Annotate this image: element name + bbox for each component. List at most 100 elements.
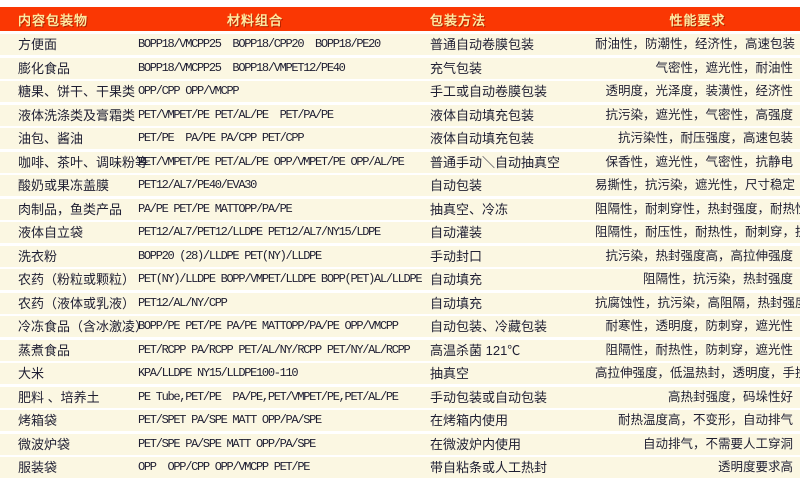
table-row: 微波炉袋 PET/SPE PA/SPE MATT OPP/PA/SPE 在微波炉内使… xyxy=(0,433,800,455)
table-row: 液体洗涤类及膏霜类 PET/VMPET/PE PET/AL/PE PET/PA/P… xyxy=(0,104,800,126)
cell-item: 液体自立袋 xyxy=(18,225,84,240)
cell-method: 液体自动填充包装 xyxy=(430,107,535,123)
cell-method: 自动填充 xyxy=(430,295,483,311)
cell-requirements: 高热封强度，码垛性好 xyxy=(667,389,793,404)
cell-item: 微波炉袋 xyxy=(18,436,71,452)
cell-requirements: 耐寒性，透明度，防刺穿，遮光性 xyxy=(605,319,793,333)
cell-materials: PET12/AL7/PE40/EVA30 xyxy=(138,178,257,192)
cell-materials: OPP/CPP OPP/VMCPP xyxy=(138,84,240,98)
cell-materials: BOPP20 (28)/LLDPE PET(NY)/LLDPE xyxy=(138,248,322,263)
table-row: 膨化食品 BOPP18/VMCPP25 BOPP18/VMPET12/PE40 充气… xyxy=(0,57,800,79)
cell-requirements: 阻隔性，耐刺穿性，热封强度，耐热性 xyxy=(595,201,800,216)
cell-item: 蒸煮食品 xyxy=(18,342,71,358)
cell-method: 在烤箱内使用 xyxy=(430,413,509,428)
cell-requirements: 阻隔性，耐热性，防刺穿，遮光性 xyxy=(605,342,793,357)
table-row: 咖啡、茶叶、调味粉等 PET/VMPET/PE PET/AL/PE OPP/VMP… xyxy=(0,151,800,173)
cell-item: 农药（液体或乳液） xyxy=(18,295,136,311)
table-header-row: 内容包装物 材料组合 包装方法 性能要求 xyxy=(0,7,800,31)
cell-item: 服装袋 xyxy=(18,460,58,475)
cell-materials: PET/SPET PA/SPE MATT OPP/PA/SPE xyxy=(138,413,322,427)
column-header-requirements: 性能要求 xyxy=(669,12,726,28)
cell-method: 充气包装 xyxy=(430,60,483,76)
cell-materials: OPP OPP/CPP OPP/VMCPP PET/PE xyxy=(138,460,310,474)
table-row: 农药（粉粒或颗粒） PET(NY)/LLDPE BOPP/VMPET/LLDPE … xyxy=(0,269,800,290)
cell-method: 自动填充 xyxy=(430,272,483,287)
cell-materials: PET12/AL/NY/CPP xyxy=(138,295,228,310)
cell-requirements: 抗污染，遮光性，气密性，高强度 xyxy=(605,107,793,122)
cell-requirements: 耐热温度高，不变形，自动排气 xyxy=(617,413,793,427)
table-body: 方便面 BOPP18/VMCPP25 BOPP18/CPP20 BOPP18/PE… xyxy=(0,34,800,478)
cell-method: 手工或自动卷膜包装 xyxy=(430,84,548,99)
cell-requirements: 高拉伸强度，低温热封，透明度，手挽强度高 xyxy=(595,366,800,380)
cell-item: 洗衣粉 xyxy=(18,248,58,264)
cell-item: 酸奶或果冻盖膜 xyxy=(18,178,110,193)
table-row: 洗衣粉 BOPP20 (28)/LLDPE PET(NY)/LLDPE 手动封口 抗污… xyxy=(0,245,800,267)
cell-method: 自动包装、冷藏包装 xyxy=(430,319,548,334)
cell-method: 手动封口 xyxy=(430,248,483,264)
table-row: 烤箱袋 PET/SPET PA/SPE MATT OPP/PA/SPE 在烤箱内使用… xyxy=(0,410,800,431)
cell-item: 糖果、饼干、干果类 xyxy=(18,84,136,99)
cell-materials: PE Tube,PET/PE PA/PE,PET/VMPET/PE,PET/AL… xyxy=(138,389,399,404)
cell-item: 农药（粉粒或颗粒） xyxy=(18,272,136,287)
cell-requirements: 保香性，遮光性，气密性，抗静电 xyxy=(605,154,793,169)
cell-materials: PA/PE PET/PE MATTOPP/PA/PE xyxy=(138,201,293,216)
table-row: 油包、酱油 PET/PE PA/PE PA/CPP PET/CPP 液体自动填充包装… xyxy=(0,128,800,149)
cell-item: 膨化食品 xyxy=(18,60,71,76)
cell-item: 肥料 、培养土 xyxy=(18,389,100,405)
cell-requirements: 透明度，光泽度，装潢性，经济性 xyxy=(605,84,793,98)
cell-requirements: 气密性，遮光性，耐油性 xyxy=(655,60,793,75)
cell-requirements: 易撕性，抗污染，遮光性，尺寸稳定 xyxy=(595,178,796,192)
cell-requirements: 抗污染性，耐压强度，高速包装 xyxy=(617,131,793,145)
table-row: 肥料 、培养土 PE Tube,PET/PE PA/PE,PET/VMPET/PE… xyxy=(0,386,800,408)
cell-method: 自动灌装 xyxy=(430,225,483,240)
table-row: 肉制品，鱼类产品 PA/PE PET/PE MATTOPP/PA/PE 抽真空、冷冻… xyxy=(0,198,800,220)
cell-method: 普通自动卷膜包装 xyxy=(430,37,535,52)
cell-method: 带自粘条或人工热封 xyxy=(430,460,548,475)
cell-materials: PET/SPE PA/SPE MATT OPP/PA/SPE xyxy=(138,436,316,451)
cell-materials: PET(NY)/LLDPE BOPP/VMPET/LLDPE BOPP(PET)… xyxy=(138,272,423,286)
cell-method: 高温杀菌 121℃ xyxy=(430,342,521,358)
cell-item: 方便面 xyxy=(18,37,58,52)
packaging-materials-table: 内容包装物 材料组合 包装方法 性能要求 方便面 BOPP18/VMCPP25 BOPP… xyxy=(0,7,800,478)
cell-item: 冷冻食品（含冰激凌） xyxy=(18,319,149,334)
cell-requirements: 抗污染，热封强度高，高拉伸强度 xyxy=(605,248,793,263)
cell-method: 自动包装 xyxy=(430,178,483,193)
cell-requirements: 抗腐蚀性，抗污染，高阻隔，热封强度 xyxy=(595,295,800,310)
cell-item: 液体洗涤类及膏霜类 xyxy=(18,107,136,123)
table-row: 服装袋 OPP OPP/CPP OPP/VMCPP PET/PE 带自粘条或人工热封… xyxy=(0,457,800,478)
cell-method: 普通手动＼自动抽真空 xyxy=(430,154,561,170)
cell-materials: PET12/AL7/PET12/LLDPE PET12/AL7/NY15/LDP… xyxy=(138,225,381,239)
table-row: 糖果、饼干、干果类 OPP/CPP OPP/VMCPP 手工或自动卷膜包装 透明度，光… xyxy=(0,81,800,102)
cell-item: 咖啡、茶叶、调味粉等 xyxy=(18,154,149,170)
cell-materials: PET/PE PA/PE PA/CPP PET/CPP xyxy=(138,131,305,145)
cell-materials: BOPP18/VMCPP25 BOPP18/VMPET12/PE40 xyxy=(138,60,346,75)
table-row: 大米 KPA/LLDPE NY15/LLDPE100-110 抽真空 高拉伸强度，低温… xyxy=(0,363,800,384)
cell-materials: PET/RCPP PA/RCPP PET/AL/NY/RCPP PET/NY/A… xyxy=(138,342,411,357)
cell-requirements: 阻隔性，耐压性，耐热性，耐刺穿，抗污染 xyxy=(595,225,800,239)
column-header-method: 包装方法 xyxy=(430,12,487,28)
cell-method: 在微波炉内使用 xyxy=(430,436,522,452)
cell-method: 手动包装或自动包装 xyxy=(430,389,548,405)
cell-item: 肉制品，鱼类产品 xyxy=(18,201,123,217)
cell-materials: PET/VMPET/PE PET/AL/PE OPP/VMPET/PE OPP/… xyxy=(138,154,405,169)
table-row: 冷冻食品（含冰激凌） BOPP/PE PET/PE PA/PE MATTOPP/P… xyxy=(0,316,800,337)
table-row: 方便面 BOPP18/VMCPP25 BOPP18/CPP20 BOPP18/PE… xyxy=(0,34,800,55)
cell-method: 抽真空、冷冻 xyxy=(430,201,509,217)
cell-item: 大米 xyxy=(18,366,45,381)
cell-requirements: 耐油性，防潮性，经济性，高速包装 xyxy=(595,37,796,51)
column-header-materials: 材料组合 xyxy=(226,12,283,28)
cell-item: 烤箱袋 xyxy=(18,413,58,428)
table-row: 液体自立袋 PET12/AL7/PET12/LLDPE PET12/AL7/NY1… xyxy=(0,222,800,243)
cell-materials: PET/VMPET/PE PET/AL/PE PET/PA/PE xyxy=(138,107,334,122)
cell-materials: BOPP18/VMCPP25 BOPP18/CPP20 BOPP18/PE20 xyxy=(138,37,381,51)
column-header-contents: 内容包装物 xyxy=(18,12,89,28)
table-row: 农药（液体或乳液） PET12/AL/NY/CPP 自动填充 抗腐蚀性，抗污染，高阻隔… xyxy=(0,292,800,314)
table-row: 酸奶或果冻盖膜 PET12/AL7/PE40/EVA30 自动包装 易撕性，抗污染，遮… xyxy=(0,175,800,196)
cell-materials: BOPP/PE PET/PE PA/PE MATTOPP/PA/PE OPP/V… xyxy=(138,319,399,333)
cell-requirements: 透明度要求高 xyxy=(717,460,793,474)
cell-item: 油包、酱油 xyxy=(18,131,84,146)
cell-method: 液体自动填充包装 xyxy=(430,131,535,146)
cell-requirements: 阻隔性，抗污染，热封强度 xyxy=(642,272,793,286)
cell-materials: KPA/LLDPE NY15/LLDPE100-110 xyxy=(138,366,299,380)
table-row: 蒸煮食品 PET/RCPP PA/RCPP PET/AL/NY/RCPP PET/… xyxy=(0,339,800,361)
